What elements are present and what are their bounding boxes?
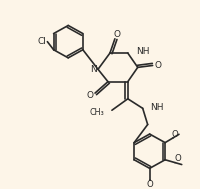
Text: NH: NH <box>150 103 163 112</box>
Text: O: O <box>146 180 153 189</box>
Text: N: N <box>90 65 96 74</box>
Text: O: O <box>154 61 161 70</box>
Text: O: O <box>113 29 120 39</box>
Text: O: O <box>175 154 181 163</box>
Text: Cl: Cl <box>38 37 47 46</box>
Text: CH₃: CH₃ <box>89 108 104 117</box>
Text: NH: NH <box>136 47 149 56</box>
Text: O: O <box>172 129 178 139</box>
Text: O: O <box>87 91 94 100</box>
